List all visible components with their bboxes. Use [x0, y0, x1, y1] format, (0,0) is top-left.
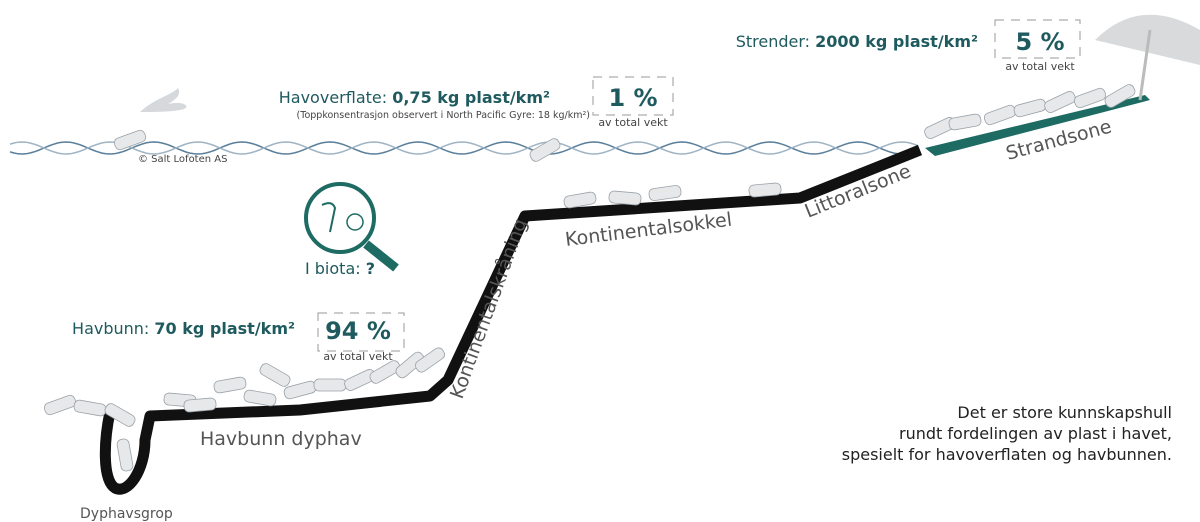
value: ?	[366, 259, 375, 278]
surface-label: Havoverflate: 0,75 kg plast/km²	[279, 88, 550, 107]
label: Havbunn:	[72, 319, 149, 338]
bottle	[258, 362, 292, 388]
percent: 1 %	[608, 84, 657, 112]
conclusion-line: Det er store kunnskapshull	[957, 403, 1172, 422]
credit: © Salt Lofoten AS	[138, 154, 227, 165]
zone-label: Havbunn dyphav	[200, 428, 362, 450]
seabed-label: Havbunn: 70 kg plast/km²	[72, 319, 295, 338]
bottle	[948, 113, 982, 130]
bottle	[563, 191, 597, 208]
bottle	[1043, 90, 1077, 114]
bottle	[73, 399, 107, 416]
bottle	[243, 389, 277, 406]
bottle	[116, 438, 133, 472]
bottle	[184, 398, 217, 413]
bottle	[43, 394, 77, 416]
percent-label: av total vekt	[323, 350, 393, 363]
value: 2000 kg plast/km²	[815, 32, 978, 51]
biota-label: I biota: ?	[305, 259, 375, 278]
surface-note: (Toppkonsentrasjon observert i North Pac…	[297, 110, 590, 121]
infographic: Strender: 2000 kg plast/km² 5 % av total…	[0, 0, 1200, 522]
value: 0,75 kg plast/km²	[392, 88, 550, 107]
seagull	[140, 88, 186, 112]
zone-label: Dyphavsgrop	[80, 506, 173, 522]
percent-label: av total vekt	[598, 116, 668, 129]
magnifier-icon	[306, 184, 396, 268]
bottle	[983, 104, 1017, 126]
bottle	[1013, 98, 1047, 118]
bottle	[314, 379, 346, 391]
bottle	[213, 376, 247, 393]
sea-surface	[10, 142, 918, 154]
percent: 5 %	[1015, 28, 1064, 56]
zone-label: Kontinentalskråning	[445, 215, 532, 401]
conclusion-line: spesielt for havoverflaten og havbunnen.	[842, 445, 1172, 464]
bottle	[609, 191, 642, 206]
bottle	[648, 185, 681, 201]
bottle	[528, 137, 562, 163]
percent-label: av total vekt	[1005, 60, 1075, 73]
umbrella	[1095, 15, 1200, 100]
label: Havoverflate:	[279, 88, 387, 107]
beach-label: Strender: 2000 kg plast/km²	[736, 32, 978, 51]
label: Strender:	[736, 32, 810, 51]
conclusion-line: rundt fordelingen av plast i havet,	[899, 424, 1172, 443]
label: I biota:	[305, 259, 361, 278]
bottle	[749, 183, 782, 198]
value: 70 kg plast/km²	[154, 319, 295, 338]
percent: 94 %	[325, 317, 391, 345]
